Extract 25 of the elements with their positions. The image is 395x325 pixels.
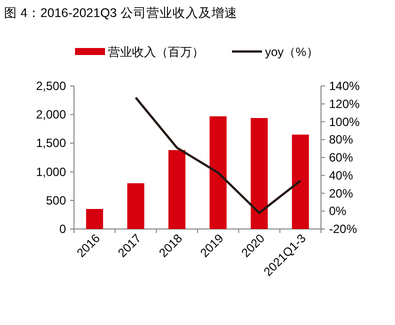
y2-tick-label: 0% — [329, 204, 347, 218]
y-tick-label: 2,000 — [36, 108, 66, 122]
bar — [292, 134, 309, 229]
y2-tick-label: -20% — [329, 222, 358, 236]
line-series — [134, 96, 302, 214]
y-tick-label: 1,500 — [36, 136, 66, 150]
y-tick-label: 2,500 — [36, 79, 66, 93]
y-tick-label: 0 — [59, 222, 66, 236]
bar — [250, 118, 268, 229]
bar — [210, 116, 227, 229]
bar — [86, 208, 104, 229]
y2-tick-label: 100% — [329, 114, 360, 129]
y2-tick-label: 80% — [329, 132, 354, 147]
legend-label: yoy（%） — [265, 45, 318, 59]
y2-tick-label: 60% — [329, 150, 354, 164]
y2-tick-label: 120% — [329, 96, 360, 111]
y2-tick-label: 40% — [329, 168, 354, 182]
bar — [168, 150, 186, 229]
bar — [127, 183, 144, 229]
y-tick-label: 500 — [46, 193, 66, 208]
y2-tick-label: 140% — [329, 79, 360, 93]
y2-tick-label: 20% — [329, 186, 354, 200]
y-tick-label: 1,000 — [36, 164, 66, 179]
legend-label: 营业收入（百万） — [108, 45, 204, 59]
chart-title: 图 4：2016-2021Q3 公司营业收入及增速 — [4, 6, 238, 20]
